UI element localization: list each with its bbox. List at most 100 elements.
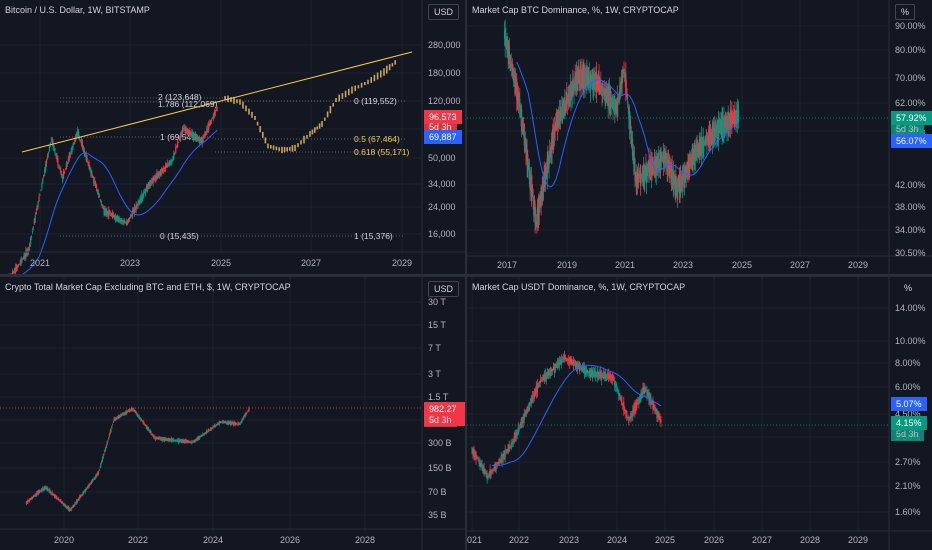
time-tick-label: 2023 [120,258,140,268]
candle-body [127,220,129,224]
candle-body [491,470,493,473]
usdtd-time-axis[interactable]: 2021 2022 2023 2024 2025 2026 2027 2028 2029 [467,535,868,545]
price-tick-label: 62.00% [895,98,926,108]
candle-body [63,170,66,174]
candle-body [159,437,161,440]
candle-body [581,66,583,88]
btcd-time-axis[interactable]: 2017 2019 2021 2023 2025 2027 2029 [497,260,868,270]
candle-body [83,491,85,493]
pane-btc-usd[interactable]: 2 (123,648) 1.786 (112,069) 0 (119,552) 1 (… [0,0,465,274]
btc-time-axis[interactable]: 2021 2023 2025 2027 2029 [30,258,412,268]
others-time-axis[interactable]: 2020 2022 2024 2026 2028 [54,535,375,545]
candle-body [598,74,600,95]
candle-body [731,113,734,124]
candle-body [733,111,735,125]
btc-currency-button[interactable]: USD [428,4,460,20]
projected-candle [376,72,379,80]
candle-body [148,429,151,432]
candle-body [119,414,122,418]
projected-candle [272,145,275,150]
candle-body [34,215,36,221]
candle-body [514,72,516,94]
candle-body [36,492,38,495]
projected-candle [326,111,329,118]
candle-body [489,469,491,479]
pane-btc-dominance[interactable]: 90.00%80.00%70.00%62.00%50.00%42.00%38.0… [467,0,932,274]
usdtd-currency-button[interactable]: % [904,283,913,293]
candle-body [534,389,536,396]
candle-body [677,181,679,200]
others-currency-button[interactable]: USD [428,281,460,297]
btcd-currency-button[interactable]: % [895,4,916,20]
candle-body [658,158,660,166]
candle-body [67,506,69,510]
candle-body [49,490,51,494]
candle-body [104,208,106,216]
candle-body [622,70,624,75]
time-tick-label: 2029 [848,535,868,545]
candle-body [147,427,149,431]
price-tick-label: 300 B [428,438,452,448]
candle-body [111,426,113,429]
candle-body [117,216,119,222]
candle-body [121,219,123,222]
candle-body [595,371,597,378]
candle-body [581,367,584,371]
candle-body [61,502,63,503]
candle-body [200,137,202,143]
candle-body [706,135,708,145]
pane-usdt-dominance[interactable]: 14.00%10.00%8.00%6.00%4.50%3.50%2.70%2.1… [467,277,932,550]
price-tick-label: 70 B [428,487,447,497]
candle-body [69,152,71,157]
candle-body [661,159,663,161]
btc-trendline[interactable] [21,51,413,153]
candle-body [641,175,643,177]
candle-body [566,359,569,361]
candle-body [577,364,580,369]
candle-body [12,270,14,274]
candle-body [586,72,589,85]
candle-body [716,121,718,138]
candle-body [61,174,63,176]
candle-body [671,166,673,183]
candle-body [513,436,515,443]
candle-body [195,439,197,442]
candle-body [615,100,617,114]
candle-body [220,421,223,423]
candle-body [627,416,629,419]
candle-body [665,151,667,165]
candle-body [173,438,175,442]
candle-body [119,219,121,221]
candle-body [523,133,525,139]
candle-body [664,154,667,160]
candle-body [736,110,738,124]
candle-body [712,127,714,138]
candle-body [78,497,80,501]
candle-body [101,458,104,462]
candle-body [608,89,610,111]
candle-body [209,429,211,431]
pane-separator-horizontal[interactable] [0,274,932,277]
time-tick-label: 2022 [509,535,529,545]
candle-body [212,426,214,429]
candle-body [209,428,212,430]
candle-body [517,94,520,103]
candle-body [529,169,531,191]
candle-body [553,127,556,138]
candle-body [179,134,182,139]
candle-body [511,442,513,446]
candle-body [96,474,98,476]
candle-body [69,510,71,512]
candle-body [144,424,147,427]
candle-body [220,421,222,423]
candle-body [158,172,160,177]
candle-body [540,380,542,381]
candle-body [56,496,58,499]
candle-body [520,114,522,116]
candle-body [189,130,191,136]
candle-body [205,432,207,434]
candle-body [606,91,608,100]
candle-body [65,162,67,170]
candle-body [219,421,221,423]
